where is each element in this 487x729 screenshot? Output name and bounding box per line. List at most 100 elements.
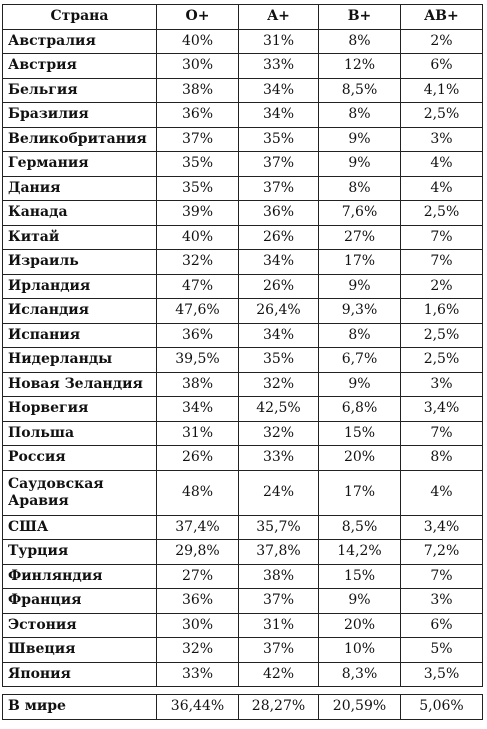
b-positive-cell: 9% [318, 126, 401, 152]
a-positive-cell: 24% [238, 469, 319, 516]
b-positive-cell: 8% [318, 322, 401, 348]
b-positive-cell: 20% [318, 445, 401, 471]
total-b-positive: 20,59% [318, 694, 401, 720]
o-positive-cell: 38% [156, 371, 239, 397]
a-positive-cell: 26% [238, 224, 319, 250]
ab-positive-cell: 3% [400, 371, 483, 397]
table-row: Великобритания 37% 35% 9% 3% [2, 126, 483, 152]
b-positive-cell: 9% [318, 273, 401, 299]
table-row: Бразилия 36% 34% 8% 2,5% [2, 102, 483, 128]
o-positive-cell: 37% [156, 126, 239, 152]
a-positive-cell: 38% [238, 563, 319, 589]
o-positive-cell: 37,4% [156, 514, 239, 540]
b-positive-cell: 14,2% [318, 539, 401, 565]
b-positive-cell: 6,7% [318, 347, 401, 373]
country-cell: Норвегия [2, 396, 157, 422]
ab-positive-cell: 3,4% [400, 396, 483, 422]
country-cell: Бельгия [2, 77, 157, 103]
o-positive-cell: 30% [156, 53, 239, 79]
o-positive-cell: 40% [156, 224, 239, 250]
a-positive-cell: 35% [238, 347, 319, 373]
header-ab-positive: AB+ [400, 4, 483, 30]
a-positive-cell: 35% [238, 126, 319, 152]
o-positive-cell: 35% [156, 175, 239, 201]
b-positive-cell: 10% [318, 637, 401, 663]
country-cell: Швеция [2, 637, 157, 663]
table-row: Швеция 32% 37% 10% 5% [2, 637, 483, 663]
table-row: США 37,4% 35,7% 8,5% 3,4% [2, 514, 483, 540]
country-cell: Австралия [2, 28, 157, 54]
b-positive-cell: 9,3% [318, 298, 401, 324]
o-positive-cell: 27% [156, 563, 239, 589]
country-cell: Франция [2, 588, 157, 614]
o-positive-cell: 39% [156, 200, 239, 226]
table-row: Польша 31% 32% 15% 7% [2, 420, 483, 446]
b-positive-cell: 8% [318, 28, 401, 54]
table-row: Исландия 47,6% 26,4% 9,3% 1,6% [2, 298, 483, 324]
o-positive-cell: 31% [156, 420, 239, 446]
o-positive-cell: 36% [156, 588, 239, 614]
o-positive-cell: 40% [156, 28, 239, 54]
a-positive-cell: 37% [238, 151, 319, 177]
ab-positive-cell: 7,2% [400, 539, 483, 565]
b-positive-cell: 7,6% [318, 200, 401, 226]
ab-positive-cell: 8% [400, 445, 483, 471]
b-positive-cell: 8,3% [318, 661, 401, 687]
blood-type-table: Страна O+ A+ B+ AB+ Австралия 40% 31% 8% 2% А… [2, 4, 483, 720]
a-positive-cell: 37,8% [238, 539, 319, 565]
country-cell: Новая Зеландия [2, 371, 157, 397]
country-cell: Великобритания [2, 126, 157, 152]
a-positive-cell: 33% [238, 53, 319, 79]
table-row: Новая Зеландия 38% 32% 9% 3% [2, 371, 483, 397]
country-cell: Дания [2, 175, 157, 201]
b-positive-cell: 15% [318, 563, 401, 589]
country-cell: Япония [2, 661, 157, 687]
a-positive-cell: 42% [238, 661, 319, 687]
table-row: Дания 35% 37% 8% 4% [2, 175, 483, 201]
table-row: Китай 40% 26% 27% 7% [2, 224, 483, 250]
country-cell: Китай [2, 224, 157, 250]
ab-positive-cell: 7% [400, 249, 483, 275]
table-row: Германия 35% 37% 9% 4% [2, 151, 483, 177]
a-positive-cell: 32% [238, 371, 319, 397]
ab-positive-cell: 1,6% [400, 298, 483, 324]
table-body: Австралия 40% 31% 8% 2% Австрия 30% 33% 12% 6% Бел… [2, 28, 483, 687]
b-positive-cell: 17% [318, 249, 401, 275]
ab-positive-cell: 3,4% [400, 514, 483, 540]
country-cell: Финляндия [2, 563, 157, 589]
a-positive-cell: 37% [238, 588, 319, 614]
total-ab-positive: 5,06% [400, 694, 483, 720]
table-row: Канада 39% 36% 7,6% 2,5% [2, 200, 483, 226]
table-row: Австрия 30% 33% 12% 6% [2, 53, 483, 79]
table-row: Франция 36% 37% 9% 3% [2, 588, 483, 614]
o-positive-cell: 34% [156, 396, 239, 422]
o-positive-cell: 32% [156, 637, 239, 663]
b-positive-cell: 9% [318, 588, 401, 614]
ab-positive-cell: 7% [400, 420, 483, 446]
o-positive-cell: 32% [156, 249, 239, 275]
separator-row [2, 686, 483, 695]
country-cell: Испания [2, 322, 157, 348]
country-cell: Польша [2, 420, 157, 446]
a-positive-cell: 34% [238, 322, 319, 348]
ab-positive-cell: 4% [400, 151, 483, 177]
country-cell: Турция [2, 539, 157, 565]
a-positive-cell: 42,5% [238, 396, 319, 422]
country-cell: Эстония [2, 612, 157, 638]
b-positive-cell: 15% [318, 420, 401, 446]
table-row: Израиль 32% 34% 17% 7% [2, 249, 483, 275]
total-row: В мире 36,44% 28,27% 20,59% 5,06% [2, 694, 483, 720]
ab-positive-cell: 2,5% [400, 322, 483, 348]
b-positive-cell: 20% [318, 612, 401, 638]
b-positive-cell: 12% [318, 53, 401, 79]
table-row: Ирландия 47% 26% 9% 2% [2, 273, 483, 299]
header-row: Страна O+ A+ B+ AB+ [2, 4, 483, 30]
a-positive-cell: 34% [238, 77, 319, 103]
ab-positive-cell: 7% [400, 224, 483, 250]
ab-positive-cell: 2,5% [400, 347, 483, 373]
country-cell: Австрия [2, 53, 157, 79]
o-positive-cell: 35% [156, 151, 239, 177]
country-cell: Россия [2, 445, 157, 471]
o-positive-cell: 39,5% [156, 347, 239, 373]
a-positive-cell: 37% [238, 637, 319, 663]
